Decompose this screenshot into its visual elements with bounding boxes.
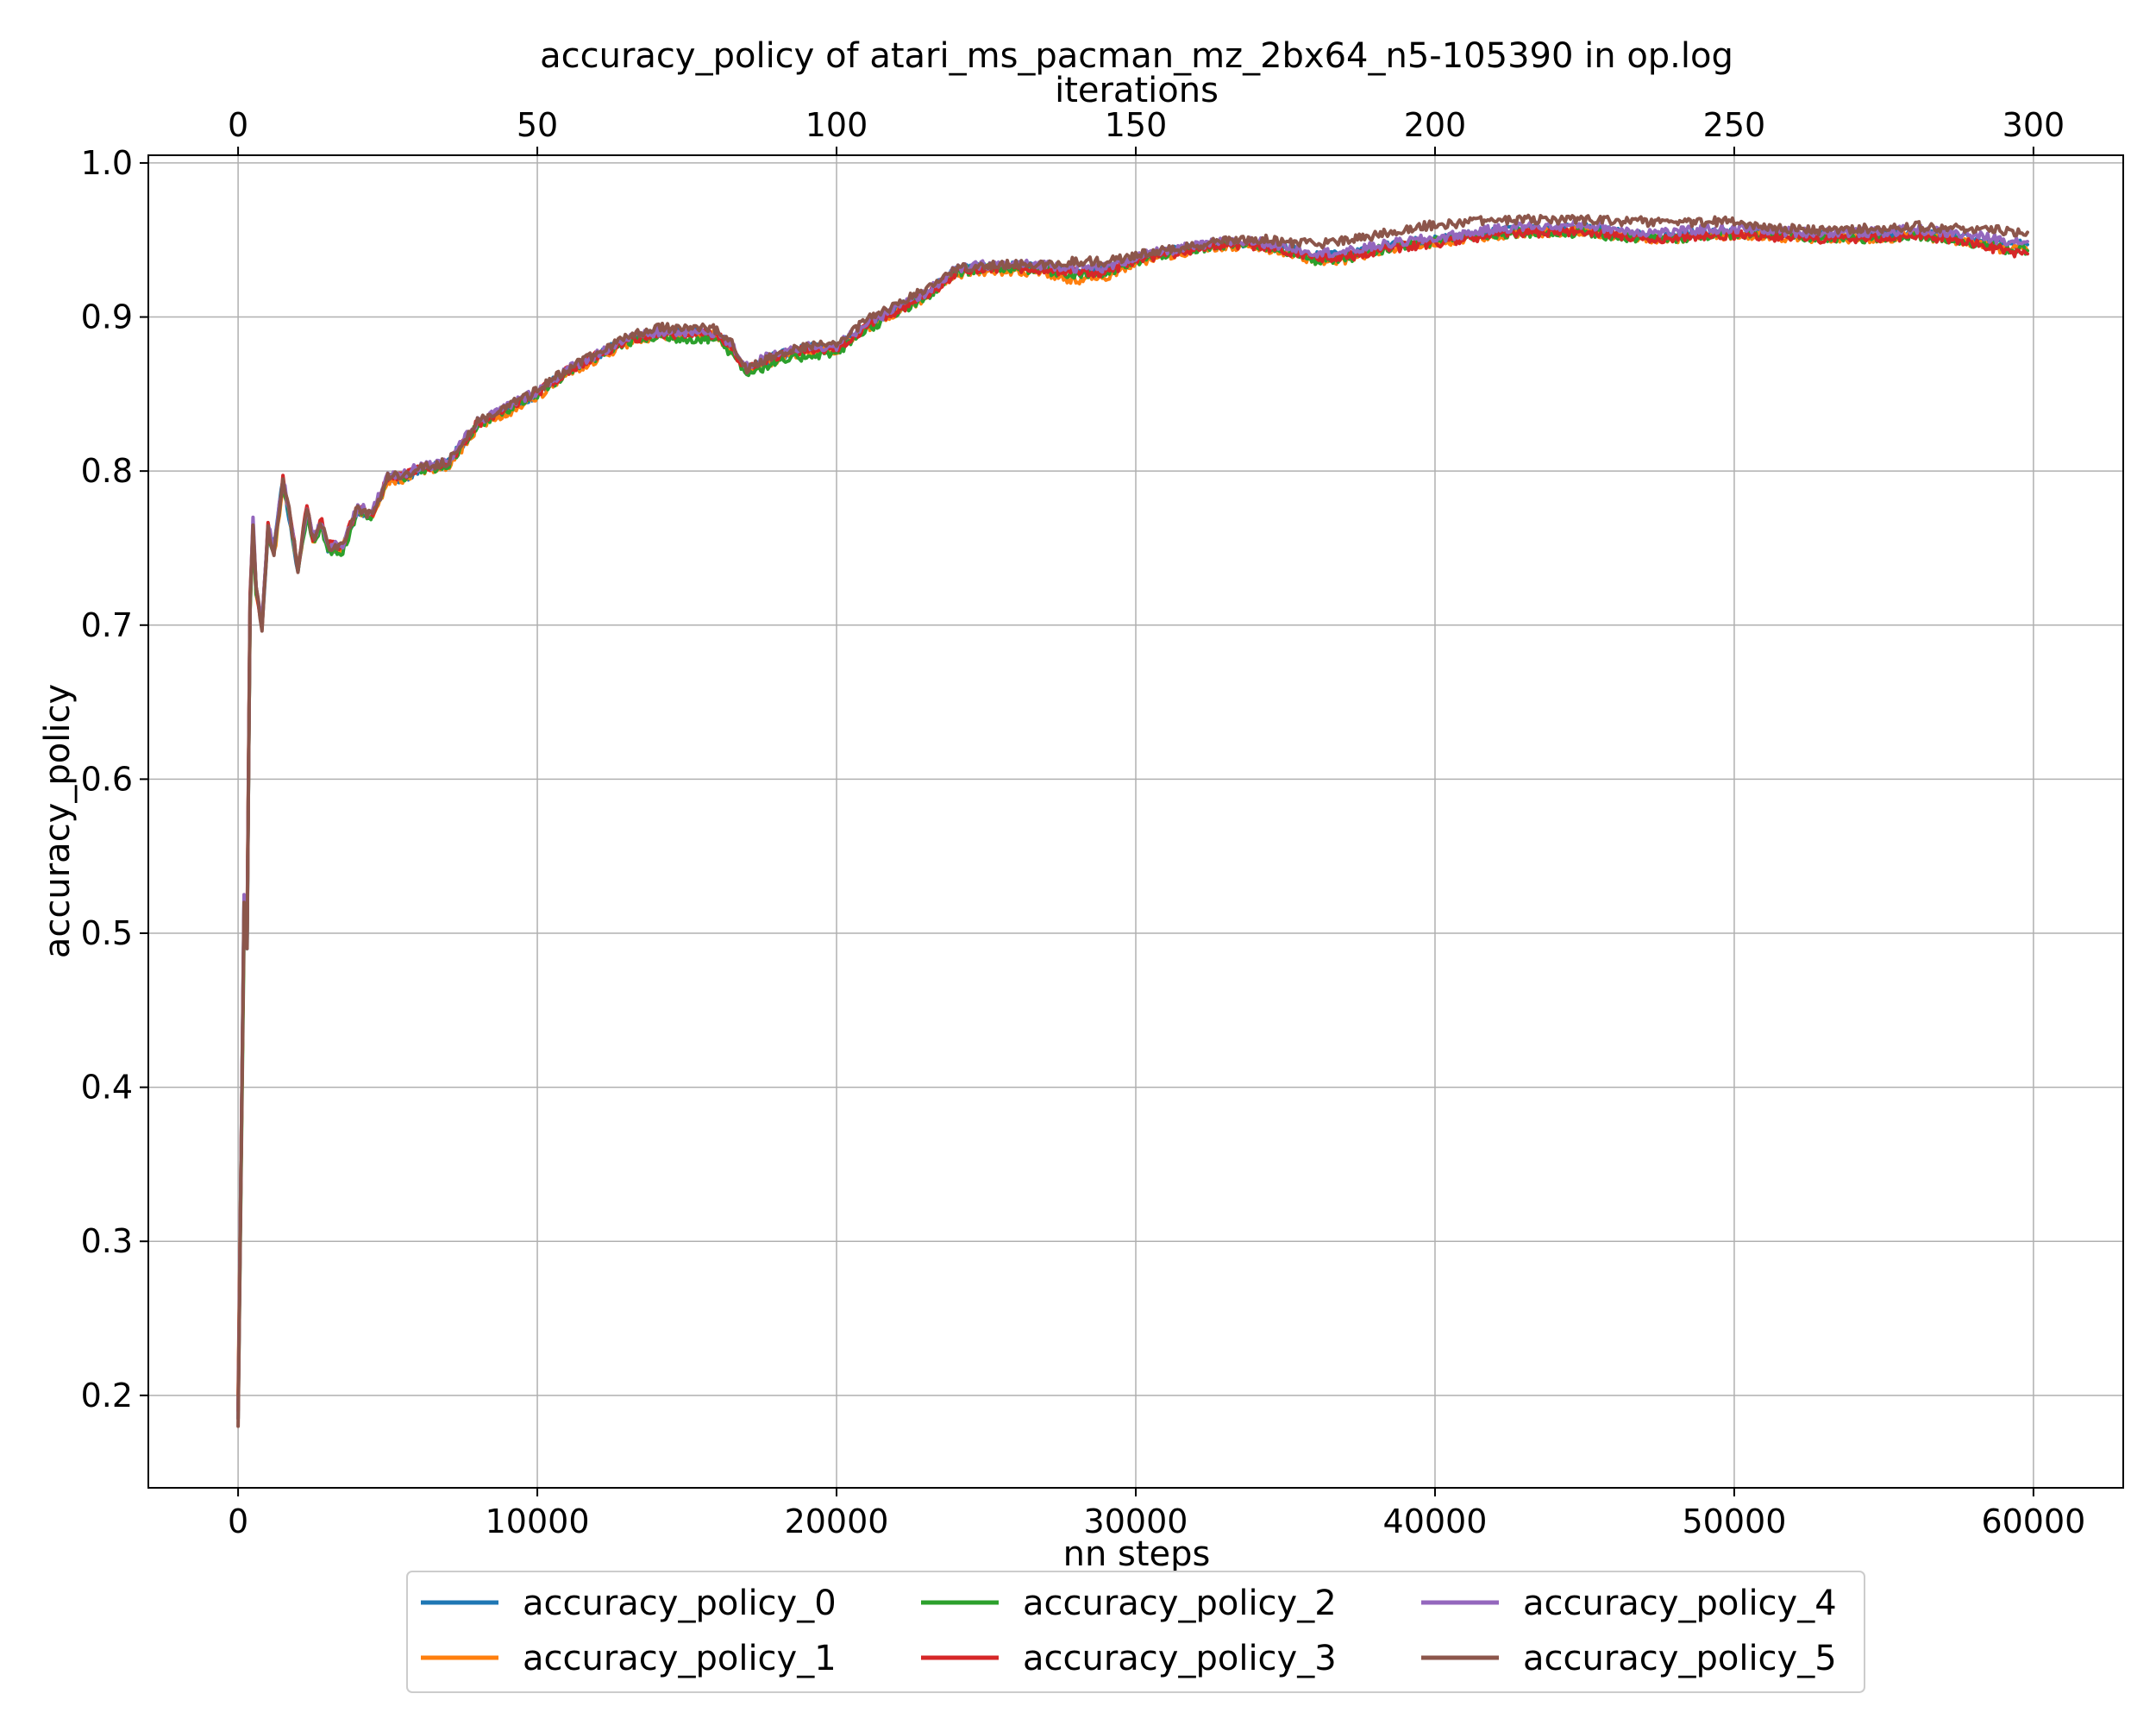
x2-tick-label: 300 (2002, 106, 2065, 144)
legend-box (406, 1571, 1865, 1693)
y-tick-label: 1.0 (81, 144, 133, 182)
legend-label: accuracy_policy_0 (523, 1584, 837, 1623)
x-tick-label: 0 (228, 1502, 248, 1540)
legend-label: accuracy_policy_3 (1023, 1639, 1337, 1678)
y-tick-label: 0.6 (81, 760, 133, 798)
legend-label: accuracy_policy_5 (1523, 1639, 1837, 1678)
series-lines (236, 213, 2029, 1428)
y-tick-label: 0.5 (81, 914, 133, 952)
legend-label: accuracy_policy_4 (1523, 1584, 1837, 1623)
chart-title: accuracy_policy of atari_ms_pacman_mz_2b… (540, 36, 1733, 76)
y-tick-label: 0.8 (81, 452, 133, 490)
y-axis-title: accuracy_policy (38, 684, 78, 958)
y-tick-label: 0.9 (81, 298, 133, 336)
x2-tick-label: 250 (1703, 106, 1766, 144)
x-tick-label: 50000 (1682, 1502, 1786, 1540)
y-tick-label: 0.7 (81, 606, 133, 644)
x2-tick-label: 200 (1404, 106, 1467, 144)
legend-label: accuracy_policy_1 (523, 1639, 837, 1678)
gridlines (148, 155, 2123, 1488)
x2-tick-label: 100 (805, 106, 868, 144)
x-axis: 0 10000 20000 30000 40000 50000 60000 (228, 1488, 2085, 1540)
y-tick-label: 0.3 (81, 1222, 133, 1260)
x2-tick-label: 0 (228, 106, 248, 144)
x2-tick-label: 50 (517, 106, 558, 144)
x2-axis: 0 50 100 150 200 250 300 (228, 106, 2065, 155)
legend: accuracy_policy_0 accuracy_policy_1 accura… (406, 1571, 1865, 1693)
y-tick-label: 0.2 (81, 1377, 133, 1414)
x2-tick-label: 150 (1105, 106, 1168, 144)
y-axis: 0.2 0.3 0.4 0.5 0.6 0.7 0.8 0.9 1.0 (81, 144, 148, 1414)
x-tick-label: 10000 (486, 1502, 590, 1540)
legend-label: accuracy_policy_2 (1023, 1584, 1337, 1623)
x-tick-label: 30000 (1084, 1502, 1188, 1540)
x-tick-label: 60000 (1981, 1502, 2085, 1540)
x-axis-title: nn steps (1063, 1534, 1211, 1574)
x-tick-label: 40000 (1383, 1502, 1488, 1540)
x2-axis-title: iterations (1055, 71, 1219, 110)
x-tick-label: 20000 (785, 1502, 889, 1540)
series-line-accuracy-policy-5 (236, 213, 2029, 1428)
y-tick-label: 0.4 (81, 1069, 133, 1107)
